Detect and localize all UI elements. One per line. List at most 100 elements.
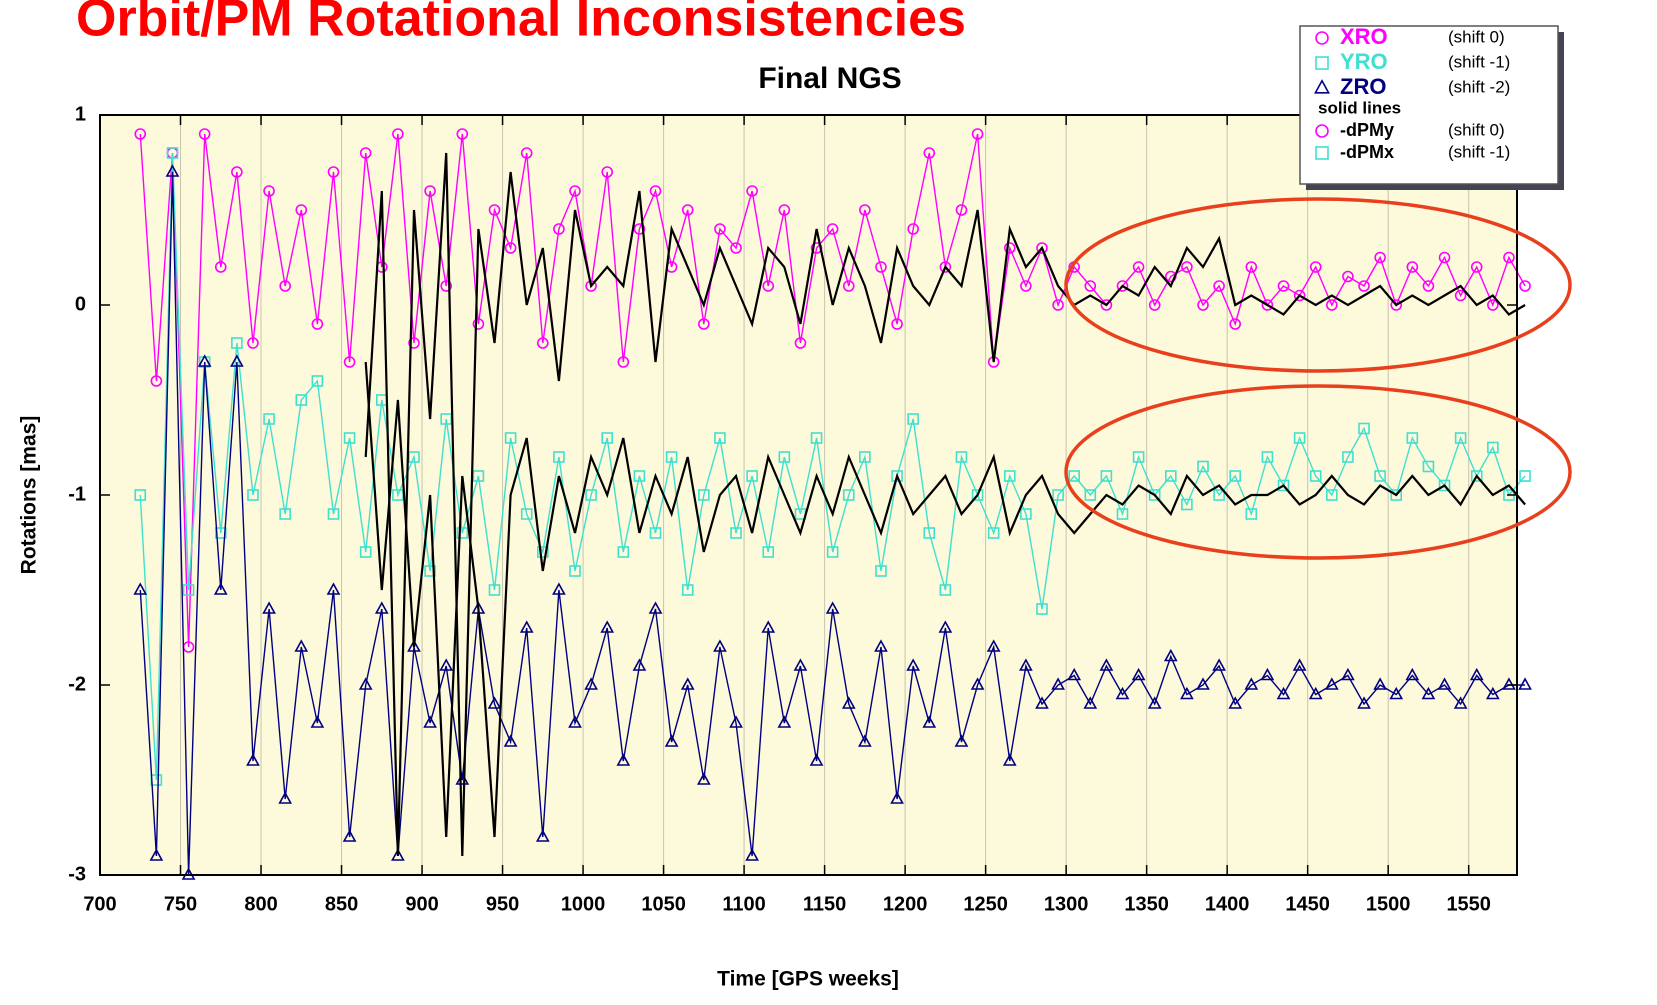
marker xyxy=(1324,677,1339,690)
marker xyxy=(1020,508,1032,520)
x-tick-label: 800 xyxy=(244,893,277,915)
marker xyxy=(568,715,582,728)
marker xyxy=(327,508,340,520)
marker xyxy=(1002,753,1017,766)
y-axis-label: Rotations [mas] xyxy=(18,416,41,575)
x-tick-label: 1250 xyxy=(963,893,1008,915)
marker xyxy=(714,223,726,235)
marker xyxy=(1315,124,1329,138)
marker xyxy=(1342,451,1354,463)
marker xyxy=(231,166,243,178)
marker xyxy=(1374,470,1386,482)
marker xyxy=(938,620,953,633)
marker xyxy=(778,451,791,463)
marker xyxy=(166,147,179,159)
marker xyxy=(1052,299,1064,311)
marker xyxy=(778,204,791,216)
marker xyxy=(553,451,565,463)
marker xyxy=(1454,289,1467,302)
x-tick-label: 1050 xyxy=(641,893,686,915)
marker xyxy=(520,147,533,159)
marker xyxy=(391,848,405,861)
marker xyxy=(1422,460,1435,473)
highlight-ellipse xyxy=(1064,384,1572,560)
marker xyxy=(1421,686,1436,700)
marker xyxy=(793,658,808,671)
marker xyxy=(552,582,566,595)
marker xyxy=(553,223,565,235)
marker xyxy=(648,601,663,614)
marker xyxy=(1245,508,1258,520)
marker xyxy=(1051,677,1065,690)
legend-group-label: solid lines xyxy=(1318,98,1401,117)
marker xyxy=(1036,242,1048,254)
marker xyxy=(230,354,244,367)
marker xyxy=(1116,508,1129,520)
marker xyxy=(263,185,275,197)
legend-shift: (shift 0) xyxy=(1448,27,1505,46)
marker xyxy=(311,375,324,387)
marker xyxy=(423,715,437,728)
series-line xyxy=(139,133,1526,648)
legend-label: ZRO xyxy=(1340,74,1386,99)
marker xyxy=(149,848,164,861)
marker xyxy=(922,715,937,728)
marker xyxy=(569,185,581,197)
marker xyxy=(1326,489,1338,501)
marker xyxy=(1181,498,1193,511)
marker xyxy=(601,166,614,178)
marker xyxy=(1406,261,1419,273)
marker xyxy=(1358,422,1370,435)
marker xyxy=(1084,489,1097,501)
marker xyxy=(713,639,727,652)
x-tick-label: 900 xyxy=(405,893,438,915)
marker xyxy=(1405,667,1420,681)
marker xyxy=(392,489,404,501)
x-tick-label: 1150 xyxy=(803,893,846,915)
marker xyxy=(939,261,952,273)
legend-box xyxy=(1299,25,1559,185)
marker xyxy=(955,204,968,216)
marker xyxy=(488,584,501,596)
marker xyxy=(1315,56,1329,70)
y-tick-label: 0 xyxy=(75,293,86,315)
marker xyxy=(1197,299,1209,311)
marker xyxy=(1390,299,1403,311)
marker xyxy=(761,620,776,633)
marker xyxy=(987,527,1000,539)
marker xyxy=(1020,280,1032,292)
marker xyxy=(1019,658,1033,671)
marker xyxy=(407,639,421,652)
marker xyxy=(1519,470,1531,482)
marker xyxy=(472,318,485,330)
page-title: Orbit/PM Rotational Inconsistencies xyxy=(76,0,966,48)
marker xyxy=(971,489,984,501)
marker xyxy=(891,318,903,330)
marker xyxy=(1342,270,1354,283)
marker xyxy=(777,715,792,728)
marker xyxy=(714,432,726,444)
marker xyxy=(1315,146,1329,160)
marker xyxy=(1244,677,1259,690)
marker xyxy=(279,508,291,520)
marker xyxy=(649,185,662,197)
x-tick-label: 850 xyxy=(325,893,358,915)
marker xyxy=(1518,677,1532,690)
axes: 700 750 800 850 900 950 1000 1050 1100 1150 1200 12… xyxy=(68,103,1517,915)
marker xyxy=(632,658,647,671)
marker xyxy=(1003,242,1016,254)
marker xyxy=(1132,261,1145,273)
marker xyxy=(1314,79,1330,94)
marker xyxy=(213,582,228,595)
legend-label: -dPMy xyxy=(1340,120,1394,140)
marker xyxy=(665,451,678,463)
marker xyxy=(165,164,180,177)
marker xyxy=(907,223,919,235)
marker xyxy=(440,280,452,292)
x-tick-label: 1550 xyxy=(1446,893,1491,915)
x-tick-label: 750 xyxy=(164,893,197,915)
marker xyxy=(698,318,710,330)
marker xyxy=(504,242,517,254)
marker xyxy=(295,204,308,216)
